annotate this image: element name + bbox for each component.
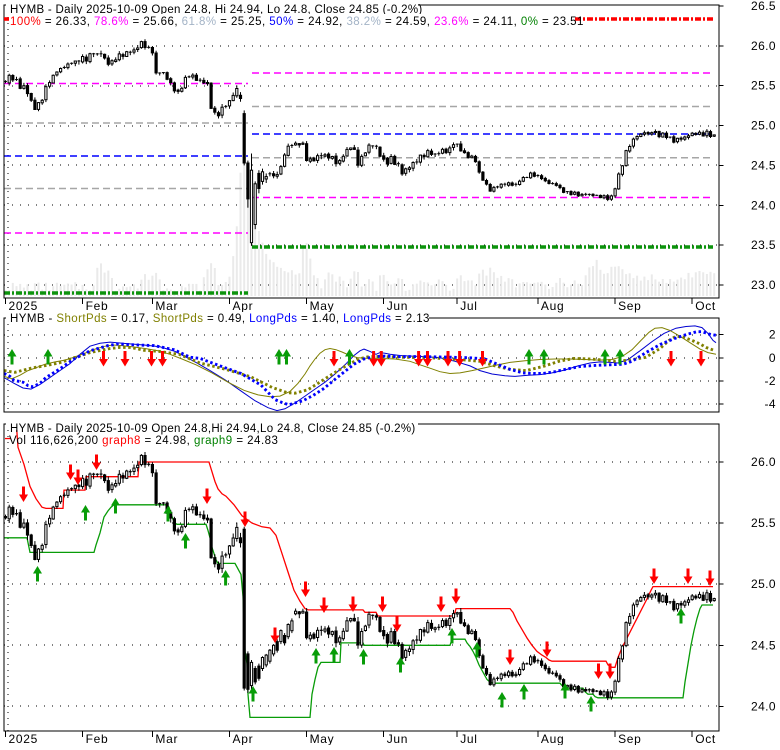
svg-text:2025: 2025 <box>9 299 39 313</box>
svg-text:23.5: 23.5 <box>751 238 776 252</box>
svg-text:25.0: 25.0 <box>751 577 776 591</box>
svg-text:Jun: Jun <box>387 299 408 313</box>
svg-text:HYMB - ShortPds = 0.17, ShortP: HYMB - ShortPds = 0.17, ShortPds = 0.49,… <box>10 313 430 325</box>
svg-text:0: 0 <box>769 351 776 365</box>
svg-text:Aug: Aug <box>541 732 564 745</box>
svg-text:Jul: Jul <box>460 732 477 745</box>
svg-text:-2: -2 <box>765 374 776 388</box>
svg-text:25.5: 25.5 <box>751 79 776 93</box>
svg-text:Jul: Jul <box>460 299 477 313</box>
svg-text:May: May <box>310 299 335 313</box>
svg-text:Sep: Sep <box>618 732 641 745</box>
svg-text:26.5: 26.5 <box>751 0 776 13</box>
svg-text:26.0: 26.0 <box>751 39 776 53</box>
svg-text:Feb: Feb <box>86 732 109 745</box>
svg-text:24.0: 24.0 <box>751 198 776 212</box>
svg-text:Sep: Sep <box>618 299 641 313</box>
svg-text:23.0: 23.0 <box>751 278 776 292</box>
svg-text:-4: -4 <box>765 397 776 411</box>
svg-text:HYMB - Daily 2025-10-09 Open 2: HYMB - Daily 2025-10-09 Open 24.8,Hi 24.… <box>10 423 415 435</box>
svg-text:Jun: Jun <box>387 732 408 745</box>
svg-text:Oct: Oct <box>695 299 716 313</box>
svg-text:Mar: Mar <box>155 732 178 745</box>
svg-text:Mar: Mar <box>155 299 178 313</box>
svg-text:Aug: Aug <box>541 299 564 313</box>
svg-text:26.0: 26.0 <box>751 455 776 469</box>
svg-text:HYMB - Daily 2025-10-09 Open 2: HYMB - Daily 2025-10-09 Open 24.8, Hi 24… <box>10 4 422 16</box>
svg-text:Vol 116,626,200 graph8 = 24.98: Vol 116,626,200 graph8 = 24.98, graph9 =… <box>9 435 278 447</box>
svg-text:24.0: 24.0 <box>751 699 776 713</box>
svg-text:Oct: Oct <box>695 732 716 745</box>
svg-text:100% = 26.33, 78.6% = 25.66, 6: 100% = 26.33, 78.6% = 25.66, 61.8% = 25.… <box>10 16 584 28</box>
svg-text:25.0: 25.0 <box>751 119 776 133</box>
svg-text:24.5: 24.5 <box>751 638 776 652</box>
svg-text:Apr: Apr <box>233 299 254 313</box>
svg-text:Apr: Apr <box>233 732 254 745</box>
svg-text:25.5: 25.5 <box>751 516 776 530</box>
svg-text:24.5: 24.5 <box>751 158 776 172</box>
svg-text:2025: 2025 <box>9 732 39 745</box>
svg-text:2: 2 <box>769 328 776 342</box>
svg-text:May: May <box>310 732 335 745</box>
svg-text:Feb: Feb <box>86 299 109 313</box>
